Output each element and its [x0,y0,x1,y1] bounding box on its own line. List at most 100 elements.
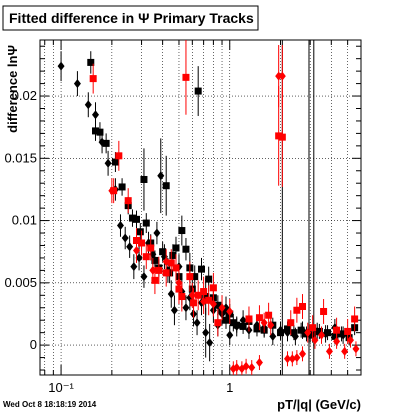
data-point [102,139,110,147]
data-point [351,315,359,323]
plot-frame [39,39,362,376]
axes: 10⁻¹ 1 0 0.005 0.01 0.015 0.02 [4,39,362,395]
data-point [159,248,167,256]
data-point [333,336,341,346]
data-point [151,256,159,264]
data-point [155,266,163,274]
data-point [233,363,241,373]
data-point [290,329,298,337]
data-point [147,244,155,252]
data-point [191,273,199,281]
data-point [153,228,161,238]
data-point [57,61,65,71]
title-box-frame [2,5,259,31]
data-point [248,363,256,373]
y-axis-label: difference lnΨ [5,45,20,133]
data-point [194,291,202,299]
data-point [222,316,230,324]
series-3 [108,44,360,375]
data-point [278,71,286,81]
title-box: Fitted difference in Ψ Primary Tracks [2,5,259,31]
data-point [167,259,175,267]
data-point [255,358,263,368]
data-point [182,245,190,253]
data-point [130,262,138,272]
data-point [121,233,129,243]
data-point [233,321,241,331]
data-point [135,253,143,263]
data-point [267,320,275,330]
data-point [344,327,352,335]
data-point [325,346,333,356]
data-point [293,353,301,363]
data-point [245,315,253,323]
data-point [242,361,250,371]
data-point [299,325,307,335]
data-point [265,311,273,319]
data-point [175,278,183,288]
data-point [311,335,319,345]
data-point [115,152,123,160]
data-point [284,328,292,338]
data-point [304,328,312,338]
data-point [118,183,126,191]
data-point [218,303,226,313]
data-point [151,276,159,284]
data-point [202,293,210,301]
data-point [320,307,328,315]
data-point [200,297,208,307]
y-tick-label: 0.01 [12,213,37,228]
x-axis-label: pT/|q| (GeV/c) [277,397,361,412]
data-point [140,272,148,282]
data-point [291,331,299,341]
data-point [188,290,196,300]
data-point [214,319,222,327]
data-point [108,186,116,196]
data-point [202,328,210,338]
data-point [206,338,214,348]
data-point [255,314,263,322]
data-point [194,87,202,95]
data-point [104,158,112,168]
data-point [96,128,104,136]
data-point [239,315,247,325]
data-point [318,330,326,340]
data-point [92,127,100,135]
data-point [284,354,292,364]
data-point [98,137,106,147]
data-marks [57,40,360,375]
data-point [124,197,132,205]
data-point [126,242,134,252]
data-point [116,221,124,231]
data-point [149,265,157,275]
data-point [309,324,317,332]
data-point [205,296,213,304]
data-point [140,175,148,183]
data-point [182,73,190,81]
data-point [275,71,283,81]
data-point [92,110,100,120]
x-tick-label: 10⁻¹ [48,380,74,395]
data-point [157,171,165,181]
data-point [299,303,307,311]
data-point [170,305,178,315]
data-point [132,215,140,223]
data-point [186,273,194,281]
data-point [275,132,283,140]
data-point [278,133,286,141]
data-point [128,214,136,222]
data-point [142,253,150,261]
data-point [162,257,170,267]
y-tick-label: 0.02 [12,88,37,103]
data-point [347,335,355,345]
series-1 [57,51,347,362]
data-point [172,244,180,252]
x-tick-label: 1 [226,380,233,395]
data-point [73,79,81,89]
data-point [288,354,296,364]
data-point [111,158,119,166]
data-point [138,239,146,247]
data-point [172,264,180,272]
